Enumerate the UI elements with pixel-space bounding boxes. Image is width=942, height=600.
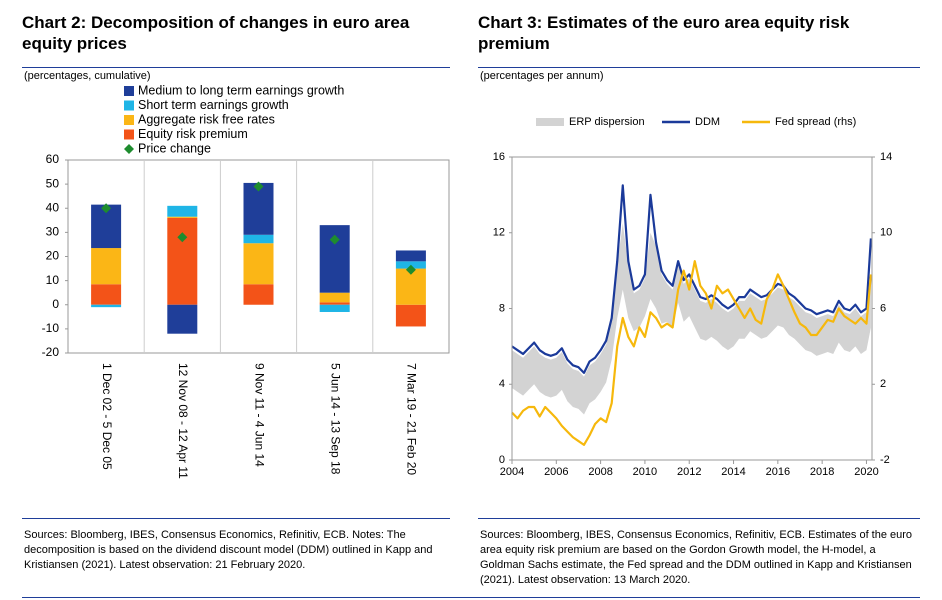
bar: [167, 216, 198, 218]
legend-swatch: [124, 86, 134, 96]
chart-title: Chart 2: Decomposition of changes in eur…: [22, 13, 410, 53]
bar: [395, 250, 426, 262]
y2-tick-label: 2: [880, 378, 886, 390]
source-note: Sources: Bloomberg, IBES, Consensus Econ…: [480, 529, 913, 586]
bar: [167, 304, 198, 334]
y-tick-label: -10: [42, 321, 60, 335]
y2-tick-label: 10: [880, 227, 892, 239]
x-tick-label: 2012: [677, 466, 701, 478]
y2-tick-label: -2: [880, 454, 890, 466]
bar: [395, 304, 426, 327]
price-marker: [177, 232, 188, 243]
y-tick-label: 50: [46, 176, 60, 190]
x-tick-label: 2014: [721, 466, 745, 478]
bar: [243, 234, 274, 244]
y-tick-label: 16: [493, 151, 505, 163]
bar: [167, 205, 198, 217]
chart-title: Chart 3: Estimates of the euro area equi…: [478, 13, 850, 53]
bar: [167, 217, 198, 305]
legend-swatch: [124, 144, 134, 154]
y-tick-label: 12: [493, 227, 505, 239]
legend-label: Aggregate risk free rates: [138, 112, 275, 126]
x-tick-label: 1 Dec 02 - 5 Dec 05: [100, 363, 114, 470]
y2-tick-label: 14: [880, 151, 892, 163]
price-marker: [101, 203, 112, 214]
x-tick-label: 2004: [500, 466, 524, 478]
subtitle: (percentages, cumulative): [24, 70, 151, 82]
bar: [243, 243, 274, 285]
price-marker: [405, 264, 416, 275]
rule: [478, 67, 920, 68]
bar: [319, 292, 350, 303]
bar: [91, 304, 122, 308]
y-tick-label: 0: [499, 454, 505, 466]
line: [511, 260, 872, 446]
rule: [22, 597, 920, 598]
legend-label: DDM: [695, 116, 720, 128]
y-tick-label: -20: [42, 345, 60, 359]
x-tick-label: 2016: [766, 466, 790, 478]
bar: [319, 302, 350, 305]
x-tick-label: 12 Nov 08 - 12 Apr 11: [176, 363, 190, 479]
source-note: Sources: Bloomberg, IBES, Consensus Econ…: [24, 529, 433, 571]
legend-label: Price change: [138, 141, 211, 155]
legend-label: Fed spread (rhs): [775, 116, 856, 128]
dispersion-band: [512, 223, 871, 415]
legend-label: Medium to long term earnings growth: [138, 83, 344, 97]
y-tick-label: 4: [499, 378, 505, 390]
bar: [243, 284, 274, 305]
legend-swatch: [124, 100, 134, 111]
y-tick-label: 40: [46, 200, 60, 214]
bar: [319, 304, 350, 312]
legend-label: Short term earnings growth: [138, 98, 289, 112]
subtitle: (percentages per annum): [480, 70, 604, 82]
x-tick-label: 2018: [810, 466, 834, 478]
x-tick-label: 7 Mar 19 - 21 Feb 20: [405, 363, 419, 475]
legend-swatch: [124, 129, 134, 140]
y-tick-label: 60: [46, 152, 60, 166]
rule: [22, 67, 450, 68]
y-tick-label: 30: [46, 225, 60, 239]
x-tick-label: 9 Nov 11 - 4 Jun 14: [252, 363, 266, 467]
legend-label: ERP dispersion: [569, 116, 645, 128]
x-tick-label: 2010: [633, 466, 657, 478]
legend-label: Equity risk premium: [138, 127, 248, 141]
y2-tick-label: 6: [880, 302, 886, 314]
rule: [478, 518, 920, 519]
x-tick-label: 5 Jun 14 - 13 Sep 18: [329, 363, 343, 475]
y-tick-label: 10: [46, 273, 60, 287]
y-tick-label: 8: [499, 302, 505, 314]
y-tick-label: 20: [46, 249, 60, 263]
x-tick-label: 2020: [854, 466, 878, 478]
bar: [91, 248, 122, 285]
x-tick-label: 2008: [588, 466, 612, 478]
legend-swatch: [124, 115, 134, 125]
y-tick-label: 0: [52, 297, 59, 311]
price-marker: [329, 234, 340, 245]
bar: [243, 182, 274, 235]
plot-frame: [511, 156, 873, 461]
x-tick-label: 2006: [544, 466, 568, 478]
rule: [22, 518, 450, 519]
bar: [91, 284, 122, 305]
price-marker: [253, 181, 264, 192]
